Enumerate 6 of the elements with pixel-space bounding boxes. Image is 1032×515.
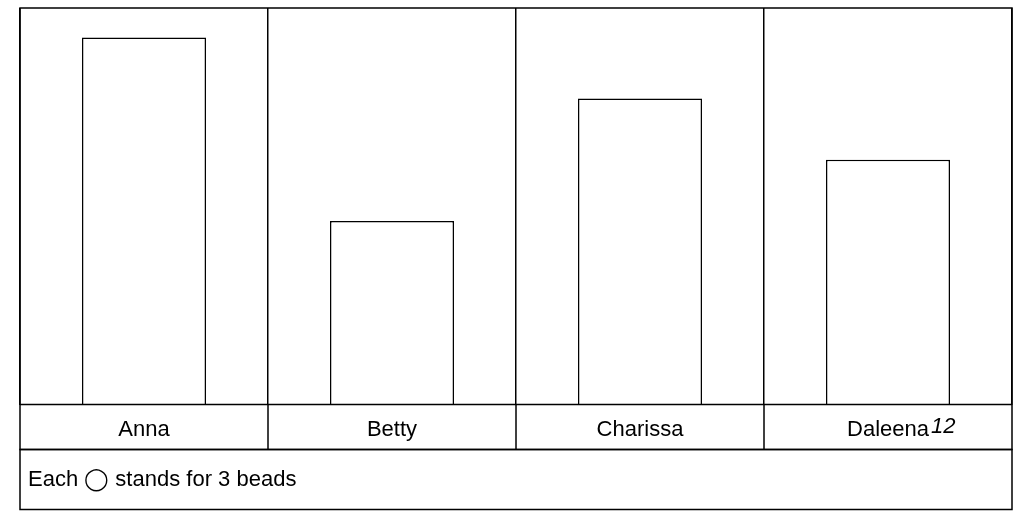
x-tick-label: Daleena: [847, 415, 930, 441]
text: 12: [930, 413, 956, 439]
x-tick-label: Betty: [366, 415, 418, 441]
x-tick-label: Anna: [118, 415, 171, 441]
text: Each ◯ stands for 3 beads: [28, 465, 297, 492]
x-tick-label: Charissa: [596, 415, 685, 441]
